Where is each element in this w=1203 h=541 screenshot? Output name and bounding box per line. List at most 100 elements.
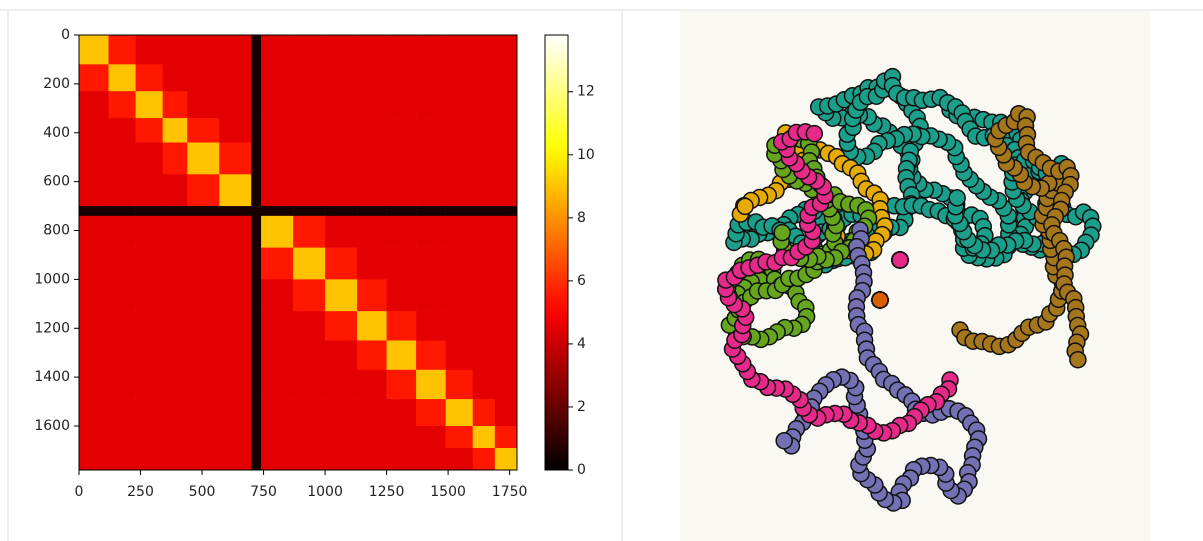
bead (891, 251, 909, 269)
heatmap-cell (494, 340, 518, 371)
heatmap-cell (472, 448, 496, 471)
heatmap-cell (251, 215, 262, 248)
colorbar-tick-label: 10 (577, 147, 595, 163)
heatmap-cell (135, 91, 163, 119)
heatmap-cell (494, 142, 518, 175)
heatmap-cell (472, 35, 496, 65)
heatmap-cell (357, 215, 387, 248)
heatmap-cell (187, 311, 220, 341)
heatmap-cell (494, 279, 518, 312)
heatmap-cell (135, 369, 163, 400)
heatmap-cell (325, 91, 358, 119)
heatmap-cell (494, 35, 518, 65)
colorbar-tick-label: 6 (577, 273, 586, 289)
heatmap-cell (108, 206, 136, 217)
heatmap-cell (251, 206, 262, 217)
heatmap-cell (162, 399, 188, 427)
heatmap-cell (293, 64, 326, 92)
heatmap-cell (472, 369, 496, 400)
colorbar-tick-label: 8 (577, 210, 586, 226)
heatmap-cell (162, 64, 188, 92)
heatmap-cell (472, 247, 496, 280)
heatmap-cell (162, 206, 188, 217)
heatmap-cell (386, 247, 417, 280)
heatmap-cell (357, 369, 387, 400)
heatmap-cell (79, 35, 109, 65)
heatmap-cell (251, 174, 262, 207)
heatmap-cell (79, 215, 109, 248)
heatmap-cell (357, 279, 387, 312)
heatmap-cell (445, 142, 474, 175)
heatmap-cell (357, 118, 387, 143)
plot-frame (78, 34, 518, 471)
heatmap-cell (108, 311, 136, 341)
heatmap-cell (219, 206, 252, 217)
heatmap-cell (135, 399, 163, 427)
heatmap-cell (293, 35, 326, 65)
heatmap-cell (79, 311, 109, 341)
heatmap-cell (445, 426, 474, 449)
heatmap-cell (79, 247, 109, 280)
heatmap-cell (325, 35, 358, 65)
heatmap-cell (135, 340, 163, 371)
heatmap-cell (494, 118, 518, 143)
heatmap-cell (187, 35, 220, 65)
heatmap-cell (261, 247, 294, 280)
heatmap-cell (416, 399, 446, 427)
y-tick-label: 400 (43, 125, 70, 141)
heatmap-cell (261, 35, 294, 65)
heatmap-cell (416, 426, 446, 449)
heatmap-cell (135, 64, 163, 92)
heatmap-cell (293, 279, 326, 312)
heatmap-cell (108, 247, 136, 280)
heatmap-cell (472, 215, 496, 248)
heatmap-cell (386, 35, 417, 65)
heatmap-cell (108, 142, 136, 175)
heatmap-cell (108, 174, 136, 207)
heatmap-cell (219, 369, 252, 400)
colorbar-tick-label: 4 (577, 336, 586, 352)
heatmap-cell (445, 215, 474, 248)
heatmap-cell (293, 118, 326, 143)
heatmap-cell (386, 206, 417, 217)
heatmap-cell (325, 311, 358, 341)
heatmap-cell (108, 426, 136, 449)
heatmap-cell (386, 426, 417, 449)
heatmap-cell (219, 311, 252, 341)
x-tick-label: 1000 (307, 484, 343, 500)
heatmap-cell (135, 206, 163, 217)
heatmap-cell (251, 311, 262, 341)
heatmap-cell (472, 142, 496, 175)
heatmap-cell (293, 311, 326, 341)
heatmap-cell (293, 215, 326, 248)
heatmap-cell (445, 279, 474, 312)
heatmap-cell (79, 91, 109, 119)
heatmap-cell (261, 311, 294, 341)
x-tick-label: 750 (250, 484, 277, 500)
bead (1069, 350, 1087, 369)
heatmap-cell (261, 206, 294, 217)
heatmap-cell (251, 91, 262, 119)
heatmap-cell (325, 142, 358, 175)
colorbar-tick-label: 0 (577, 462, 586, 478)
heatmap-cell (219, 279, 252, 312)
heatmap-cell (108, 215, 136, 248)
heatmap-cell (445, 247, 474, 280)
y-tick-label: 1400 (34, 369, 70, 385)
heatmap-cell (472, 426, 496, 449)
heatmap-cell (219, 399, 252, 427)
heatmap-cell (108, 279, 136, 312)
heatmap-cell (445, 448, 474, 471)
heatmap-cell (219, 64, 252, 92)
heatmap-cell (445, 340, 474, 371)
heatmap-cell (416, 369, 446, 400)
heatmap-cell (416, 279, 446, 312)
heatmap-cell (445, 91, 474, 119)
x-tick-label: 1750 (492, 484, 528, 500)
heatmap-cell (325, 174, 358, 207)
heatmap-cell (79, 340, 109, 371)
heatmap-cell (325, 369, 358, 400)
heatmap-cell (293, 174, 326, 207)
heatmap-cell (386, 64, 417, 92)
heatmap-cell (357, 174, 387, 207)
